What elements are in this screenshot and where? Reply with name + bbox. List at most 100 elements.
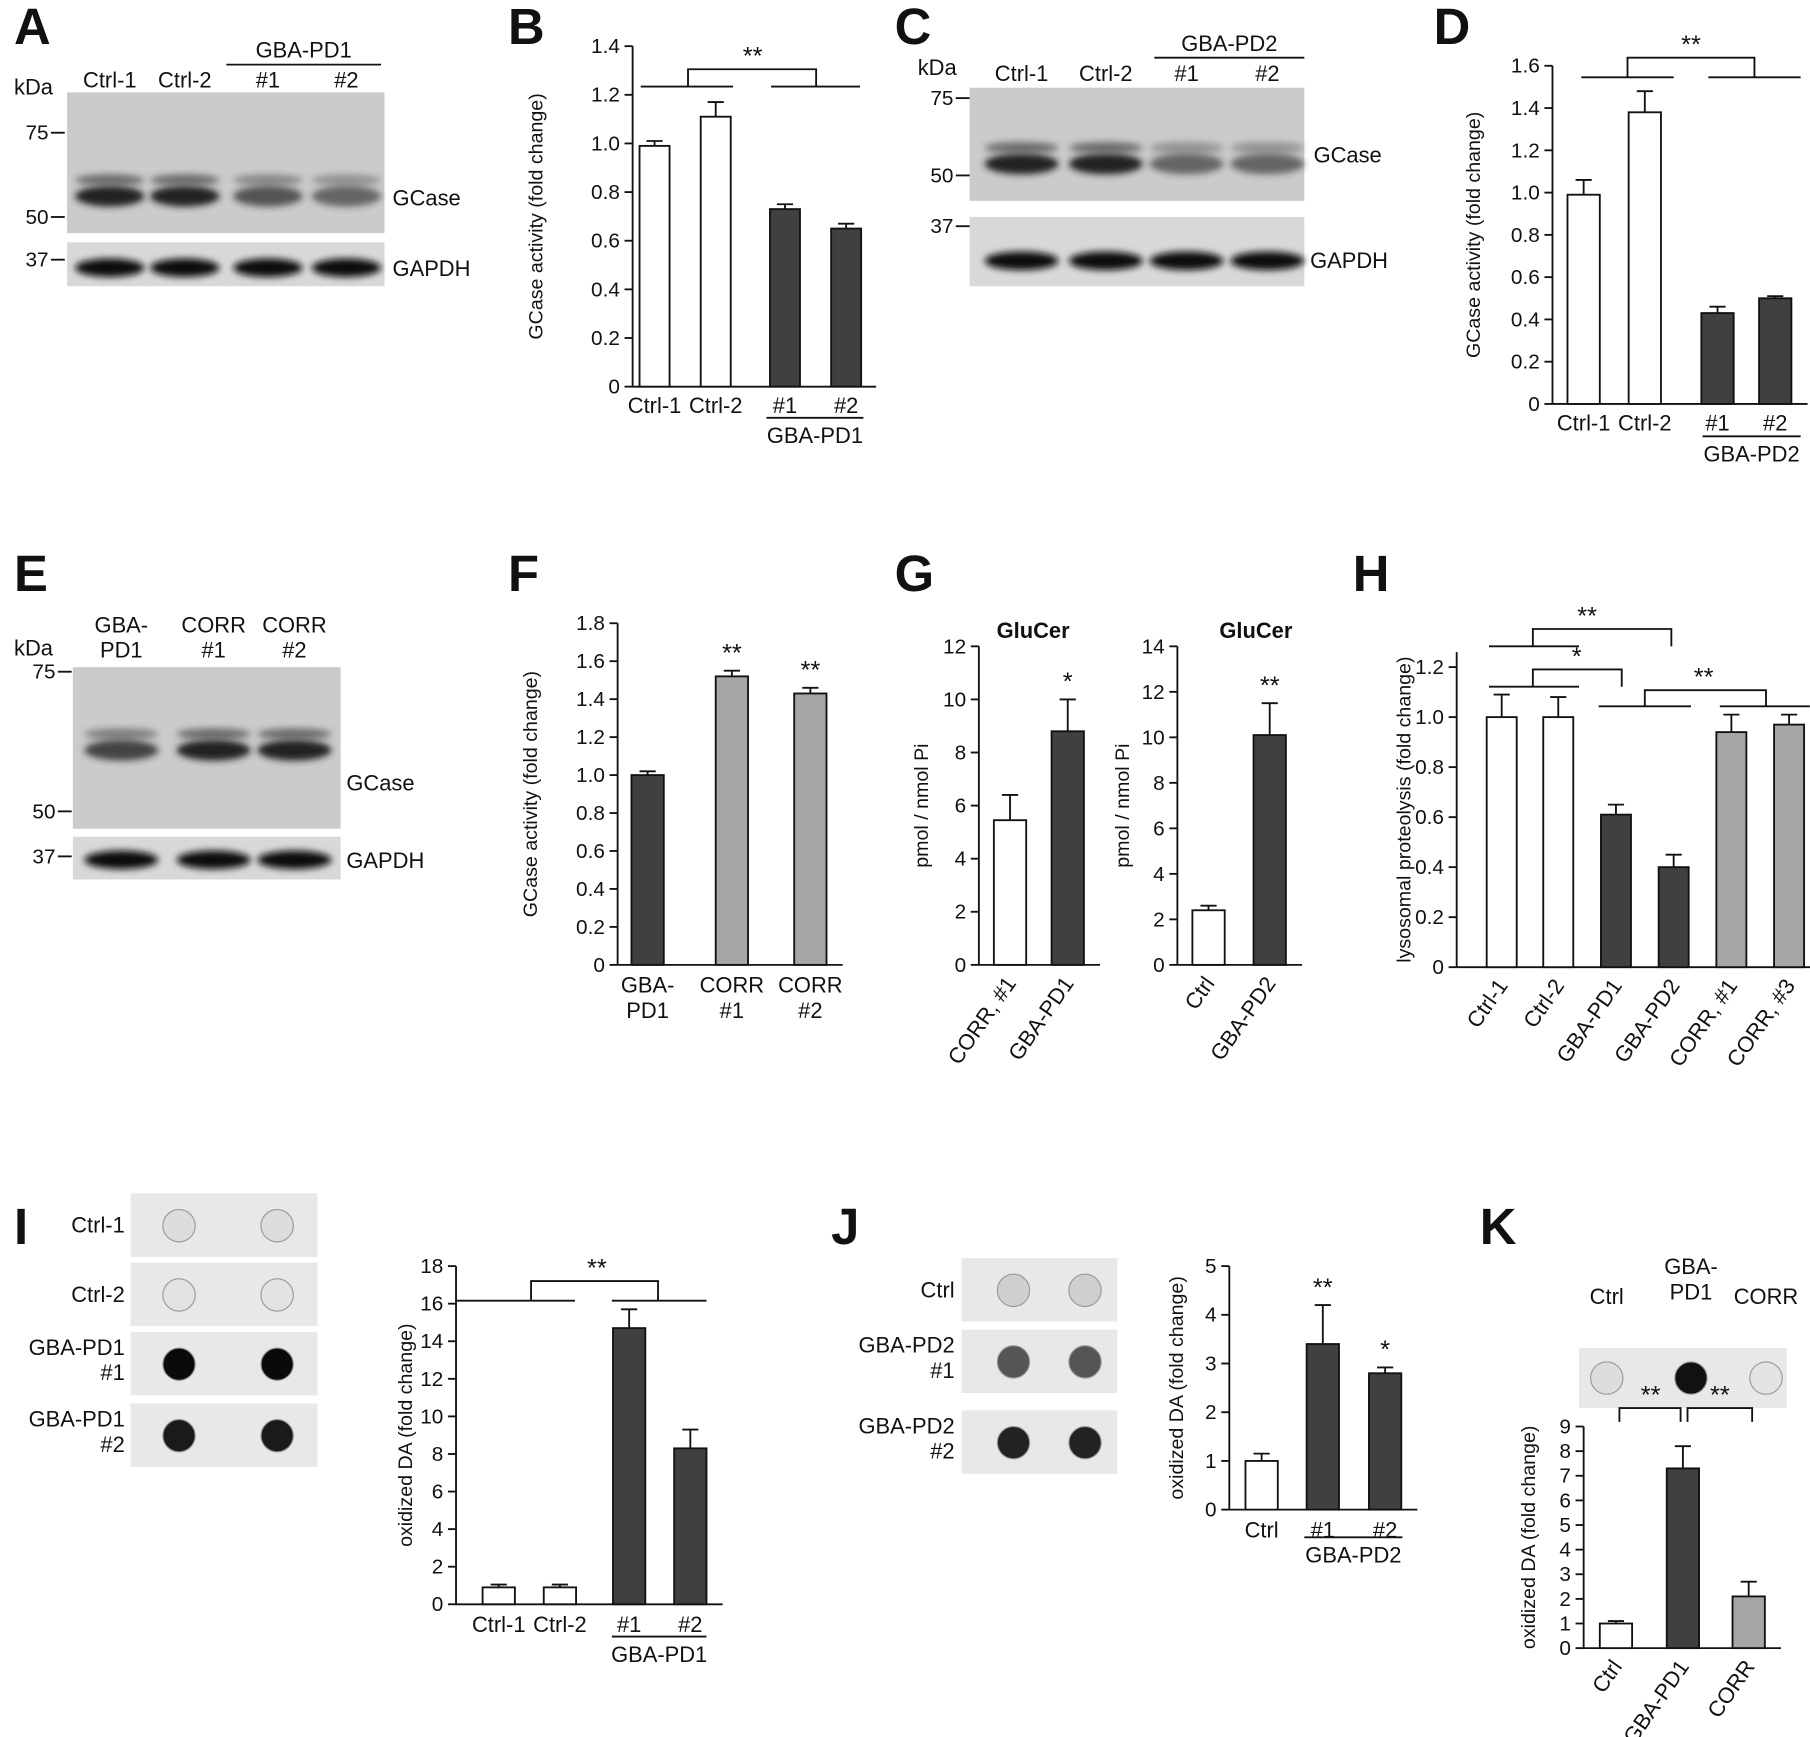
lane-label: #2 <box>1255 61 1279 86</box>
y-tick-label: 0.2 <box>1415 906 1444 929</box>
band <box>311 185 382 207</box>
y-tick-label: 8 <box>1153 772 1165 795</box>
band <box>233 258 303 277</box>
band <box>1230 251 1305 271</box>
bar <box>1773 723 1806 969</box>
error-bar <box>1253 1452 1270 1461</box>
x-tick-label: Ctrl-1 <box>1557 410 1611 435</box>
y-tick-label: 0.4 <box>1415 856 1444 879</box>
blot-gel <box>969 216 1305 287</box>
y-tick-label: 0 <box>1153 954 1165 977</box>
chart-title: GluCer <box>1219 618 1293 643</box>
bar <box>1657 866 1690 969</box>
x-tick-label: Ctrl-1 <box>1462 974 1513 1032</box>
band <box>1149 251 1224 271</box>
marker-label: 75 <box>26 122 49 145</box>
marker-label: 50 <box>32 800 55 823</box>
band <box>84 728 159 740</box>
row-label: Ctrl-2 <box>71 1282 125 1307</box>
row-label: GBA-PD1 #1 <box>29 1335 125 1385</box>
group-label: GBA-PD2 <box>1305 1543 1401 1568</box>
y-tick-label: 8 <box>955 741 967 764</box>
lane-label: Ctrl <box>1590 1284 1624 1309</box>
y-tick-label: 1.8 <box>576 612 605 635</box>
y-tick-label: 6 <box>1559 1489 1571 1512</box>
x-tick-label: GBA-PD1 <box>1618 1655 1694 1737</box>
y-axis-label: GCase activity (fold change) <box>526 93 548 339</box>
error-bar <box>802 686 819 694</box>
band-label: GCase <box>393 185 461 210</box>
panel-label: B <box>508 0 545 55</box>
y-tick-label: 3 <box>1559 1563 1571 1586</box>
dot <box>1674 1361 1708 1395</box>
band-label: GCase <box>346 771 414 796</box>
bar <box>1700 312 1735 405</box>
y-tick-label: 5 <box>1559 1514 1571 1537</box>
lane-label: #2 <box>334 68 358 93</box>
y-tick-label: 0 <box>432 1593 444 1616</box>
bracket <box>1531 668 1623 687</box>
y-tick-label: 0.2 <box>1511 351 1540 374</box>
panel-label: G <box>895 545 935 602</box>
dot <box>260 1419 294 1453</box>
x-tick-label: #1 <box>1705 410 1729 435</box>
band <box>150 258 220 277</box>
marker-label: 50 <box>930 164 953 187</box>
y-tick-label: 0.6 <box>1511 266 1540 289</box>
y-tick-label: 0.2 <box>591 327 620 350</box>
y-tick-label: 0.6 <box>591 230 620 253</box>
x-tick-label: Ctrl-1 <box>628 393 682 418</box>
lane-label: Ctrl-2 <box>1079 61 1133 86</box>
x-tick-label: CORR #2 <box>778 973 842 1023</box>
significance-label: * <box>1572 643 1582 671</box>
row-label: GBA-PD2 #1 <box>858 1333 954 1383</box>
error-bar <box>1314 1304 1331 1345</box>
band-label: GAPDH <box>346 848 424 873</box>
x-tick-label: #2 <box>834 393 858 418</box>
bar <box>769 208 801 388</box>
group-label: GBA-PD2 <box>1181 31 1277 56</box>
y-tick-label: 8 <box>432 1443 444 1466</box>
bracket <box>687 68 818 87</box>
marker-label: 50 <box>26 206 49 229</box>
bar <box>638 144 671 388</box>
y-tick-label: 0.4 <box>1511 308 1540 331</box>
y-tick-label: 2 <box>1559 1588 1571 1611</box>
bar <box>1244 1460 1279 1511</box>
band <box>233 174 303 186</box>
y-tick-label: 4 <box>1153 863 1165 886</box>
y-tick-label: 0.8 <box>1415 756 1444 779</box>
significance-label: * <box>1063 668 1073 696</box>
y-tick-label: 0.4 <box>576 878 605 901</box>
bar <box>1665 1467 1700 1650</box>
y-tick-label: 1.6 <box>576 650 605 673</box>
y-tick-label: 6 <box>955 795 967 818</box>
y-tick-label: 0.8 <box>591 181 620 204</box>
y-axis-label: oxidized DA (fold change) <box>1166 1276 1188 1499</box>
marker-label: 75 <box>32 661 55 684</box>
marker-label: 75 <box>930 87 953 110</box>
y-tick-label: 1.2 <box>576 726 605 749</box>
panel-label: A <box>14 0 51 55</box>
bar <box>1368 1372 1403 1511</box>
band <box>1068 153 1143 175</box>
y-axis-label: GCase activity (fold change) <box>1463 112 1485 358</box>
significance-label: ** <box>1260 672 1280 700</box>
bracket <box>1686 1407 1754 1422</box>
panel-label: C <box>895 0 932 55</box>
error-bar <box>1723 713 1740 733</box>
band <box>150 185 220 207</box>
lane-label: GBA-PD1 <box>1664 1254 1718 1304</box>
lane-label: GBA-PD1 <box>95 612 149 662</box>
error-bar <box>1575 178 1592 195</box>
blot-gel <box>67 92 385 234</box>
x-tick-label: #1 <box>617 1612 641 1637</box>
bar <box>992 819 1028 966</box>
error-bar <box>723 669 740 677</box>
y-tick-label: 1.0 <box>1415 706 1444 729</box>
error-bar <box>1001 794 1019 821</box>
y-tick-label: 4 <box>955 848 967 871</box>
y-tick-label: 7 <box>1559 1465 1571 1488</box>
dot <box>260 1347 294 1381</box>
